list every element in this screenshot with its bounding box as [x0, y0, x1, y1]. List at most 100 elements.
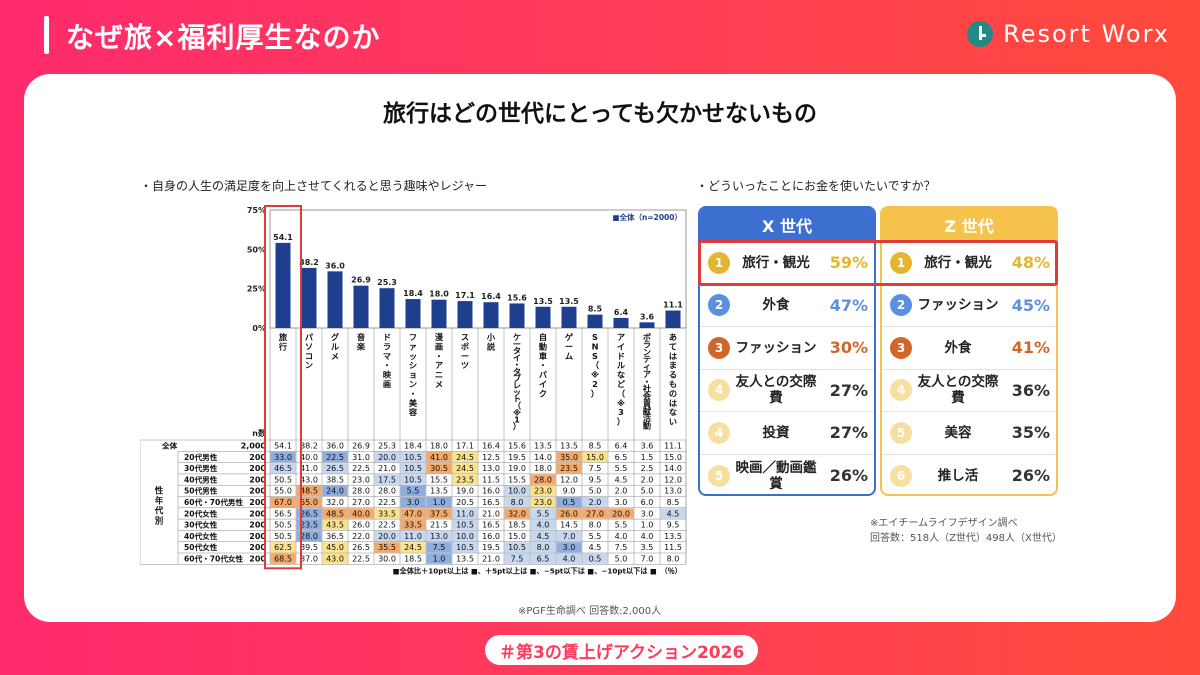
right-respondents-note: 回答数：518人（Z世代）498人（X世代）	[870, 533, 1062, 544]
table-cell: 0.5	[563, 498, 576, 507]
content-card: 旅行はどの世代にとっても欠かせないもの ・自身の人生の満足度を向上させてくれると…	[24, 74, 1176, 622]
table-cell: 43.0	[326, 555, 344, 564]
table-cell: 5.5	[589, 532, 602, 541]
rank-item-value: 27%	[829, 380, 868, 400]
campaign-hashtag-badge[interactable]: ＃第3の賃上げアクション2026	[485, 635, 759, 665]
table-cell-highlight	[400, 451, 426, 463]
x-generation-ranking: X 世代 1 旅行・観光 59% 2 外食 47% 3 ファッション 30% 4 友人との交際費 27…	[698, 206, 876, 496]
n-header: n数	[252, 428, 267, 438]
category-label: S N S （※ 2）	[591, 332, 600, 398]
table-cell: 40.0	[352, 509, 370, 518]
table-cell: 13.0	[664, 487, 682, 496]
rank-item-value: 35%	[1011, 423, 1050, 443]
table-cell: 20.5	[456, 498, 474, 507]
table-cell: 50.5	[274, 521, 292, 530]
rank-item-value: 27%	[829, 423, 868, 443]
table-cell-highlight	[270, 553, 296, 564]
table-cell: 21.0	[482, 555, 500, 564]
y-tick-label: 25%	[247, 285, 266, 294]
table-cell: 24.0	[326, 487, 344, 496]
right-source-note: ※エイチームライフデザイン調べ	[870, 518, 1018, 529]
table-cell: 11.0	[456, 509, 474, 518]
x-generation-rank-row: 4 投資 27%	[700, 412, 874, 455]
bar-8	[483, 302, 499, 328]
rank-6-badge-icon: 6	[890, 464, 912, 487]
table-cell: 31.0	[352, 453, 370, 462]
table-cell: 13.0	[482, 464, 500, 473]
table-cell: 3.5	[641, 543, 654, 552]
brand-logo[interactable]: Resort Worx	[967, 20, 1170, 48]
rank-item-label: 外食	[944, 339, 972, 356]
rank-item-label: ファッション	[917, 297, 999, 314]
z-generation-rank-row: 4 友人との交際費 36%	[882, 370, 1056, 412]
table-cell: 4.0	[615, 532, 628, 541]
x-generation-rank-row: 5 映画／動画鑑賞 26%	[700, 455, 874, 495]
table-cell: 13.5	[664, 532, 682, 541]
table-cell: 23.0	[534, 487, 552, 496]
bar-5	[405, 299, 421, 328]
table-cell: 18.5	[404, 555, 422, 564]
table-cell-highlight	[296, 530, 322, 542]
bar-15	[665, 310, 681, 328]
table-cell-highlight	[556, 530, 582, 542]
table-cell-highlight	[374, 542, 400, 553]
table-cell-highlight	[530, 497, 556, 508]
rank-item-value: 47%	[829, 295, 868, 315]
rank-2-badge-icon: 2	[708, 294, 730, 317]
table-cell-highlight	[530, 530, 556, 542]
table-cell-highlight	[400, 497, 426, 508]
table-cell: 17.1	[456, 442, 474, 451]
table-cell-highlight	[530, 474, 556, 485]
table-cell: 15.0	[586, 453, 604, 462]
rank-5-badge-icon: 5	[890, 421, 912, 444]
table-cell-highlight	[426, 463, 452, 474]
table-cell: 68.5	[274, 555, 292, 564]
table-cell: 2.0	[615, 487, 628, 496]
table-cell-highlight	[374, 530, 400, 542]
rank-item-value: 26%	[1011, 466, 1050, 486]
table-cell-highlight	[582, 451, 608, 463]
table-cell: 19.5	[482, 543, 500, 552]
table-cell: 15.0	[664, 453, 682, 462]
table-cell: 21.5	[430, 521, 448, 530]
table-n-value: 2,000	[241, 442, 267, 451]
table-cell: 9.5	[589, 475, 602, 484]
bar-value-label: 54.1	[273, 233, 293, 242]
z-generation-rank-row: 3 外食 41%	[882, 327, 1056, 370]
table-cell-highlight	[608, 508, 634, 519]
table-cell: 38.2	[300, 442, 318, 451]
table-n-value: 200	[249, 453, 266, 462]
table-cell: 14.0	[534, 453, 552, 462]
table-cell: 5.5	[537, 509, 550, 518]
bar-12	[587, 314, 603, 328]
table-cell: 27.0	[586, 509, 604, 518]
table-cell-highlight	[348, 508, 374, 519]
table-cell: 4.5	[615, 475, 628, 484]
table-cell-highlight	[296, 485, 322, 496]
table-cell-highlight	[426, 542, 452, 553]
rank-item-value: 26%	[829, 466, 868, 486]
table-cell: 16.5	[482, 498, 500, 507]
rank-item-label: 投資	[762, 424, 790, 441]
table-cell-highlight	[400, 463, 426, 474]
table-cell-highlight	[270, 451, 296, 463]
category-label: スポーツ	[461, 332, 469, 370]
table-cell: 5.0	[615, 555, 628, 564]
table-cell: 2.0	[589, 498, 602, 507]
table-cell: 26.5	[352, 543, 370, 552]
rank-item-label: 外食	[762, 297, 790, 314]
table-cell-highlight	[452, 463, 478, 474]
table-cell: 62.5	[274, 543, 292, 552]
table-cell: 7.5	[589, 464, 602, 473]
table-cell-highlight	[582, 508, 608, 519]
table-cell-highlight	[556, 542, 582, 553]
table-cell: 32.0	[508, 509, 526, 518]
table-cell: 10.5	[404, 475, 422, 484]
table-cell: 8.0	[589, 521, 602, 530]
table-cell: 8.5	[589, 442, 602, 451]
x-generation-rank-row: 3 ファッション 30%	[700, 327, 874, 370]
table-cell-highlight	[426, 497, 452, 508]
rank-item-label: 友人との交際費	[917, 374, 999, 407]
table-cell: 7.0	[563, 532, 576, 541]
table-cell: 10.0	[508, 487, 526, 496]
